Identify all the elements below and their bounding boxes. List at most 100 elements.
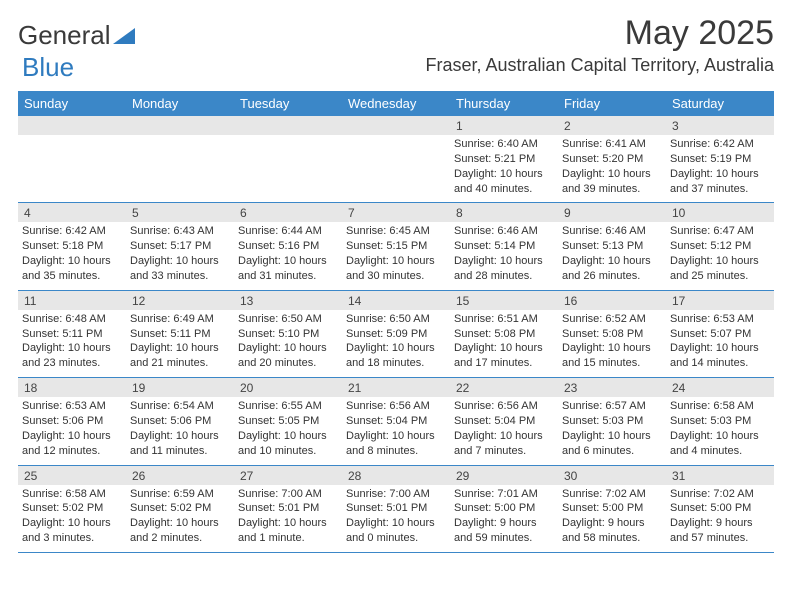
day-number xyxy=(126,116,234,135)
sunrise-text: Sunrise: 7:01 AM xyxy=(454,487,552,502)
calendar-cell: 1Sunrise: 6:40 AMSunset: 5:21 PMDaylight… xyxy=(450,116,558,202)
sunrise-text: Sunrise: 6:56 AM xyxy=(346,399,444,414)
sunrise-text: Sunrise: 6:42 AM xyxy=(22,224,120,239)
cell-body: Sunrise: 6:49 AMSunset: 5:11 PMDaylight:… xyxy=(126,310,234,373)
day-number: 19 xyxy=(126,378,234,397)
calendar-cell xyxy=(18,116,126,202)
sunset-text: Sunset: 5:05 PM xyxy=(238,414,336,429)
sunrise-text: Sunrise: 6:49 AM xyxy=(130,312,228,327)
day-number: 20 xyxy=(234,378,342,397)
calendar-cell: 27Sunrise: 7:00 AMSunset: 5:01 PMDayligh… xyxy=(234,466,342,552)
day-number: 10 xyxy=(666,203,774,222)
day-number: 2 xyxy=(558,116,666,135)
calendar: Sunday Monday Tuesday Wednesday Thursday… xyxy=(18,91,774,553)
logo: General xyxy=(18,20,135,51)
daylight-text: Daylight: 10 hours and 25 minutes. xyxy=(670,254,768,284)
daylight-text: Daylight: 10 hours and 39 minutes. xyxy=(562,167,660,197)
daylight-text: Daylight: 10 hours and 12 minutes. xyxy=(22,429,120,459)
cell-body: Sunrise: 7:00 AMSunset: 5:01 PMDaylight:… xyxy=(234,485,342,548)
sunset-text: Sunset: 5:00 PM xyxy=(454,501,552,516)
day-number: 3 xyxy=(666,116,774,135)
sunset-text: Sunset: 5:02 PM xyxy=(22,501,120,516)
sunrise-text: Sunrise: 6:57 AM xyxy=(562,399,660,414)
week-row: 18Sunrise: 6:53 AMSunset: 5:06 PMDayligh… xyxy=(18,378,774,465)
daylight-text: Daylight: 10 hours and 4 minutes. xyxy=(670,429,768,459)
cell-body: Sunrise: 6:57 AMSunset: 5:03 PMDaylight:… xyxy=(558,397,666,460)
daylight-text: Daylight: 10 hours and 11 minutes. xyxy=(130,429,228,459)
calendar-cell: 4Sunrise: 6:42 AMSunset: 5:18 PMDaylight… xyxy=(18,203,126,289)
day-number: 12 xyxy=(126,291,234,310)
sunrise-text: Sunrise: 6:58 AM xyxy=(670,399,768,414)
sunset-text: Sunset: 5:15 PM xyxy=(346,239,444,254)
sunset-text: Sunset: 5:01 PM xyxy=(238,501,336,516)
day-header: Tuesday xyxy=(234,91,342,116)
calendar-cell: 10Sunrise: 6:47 AMSunset: 5:12 PMDayligh… xyxy=(666,203,774,289)
cell-body: Sunrise: 6:55 AMSunset: 5:05 PMDaylight:… xyxy=(234,397,342,460)
daylight-text: Daylight: 10 hours and 17 minutes. xyxy=(454,341,552,371)
calendar-cell: 20Sunrise: 6:55 AMSunset: 5:05 PMDayligh… xyxy=(234,378,342,464)
sunset-text: Sunset: 5:09 PM xyxy=(346,327,444,342)
day-number: 14 xyxy=(342,291,450,310)
sunset-text: Sunset: 5:11 PM xyxy=(22,327,120,342)
week-row: 25Sunrise: 6:58 AMSunset: 5:02 PMDayligh… xyxy=(18,466,774,553)
week-row: 1Sunrise: 6:40 AMSunset: 5:21 PMDaylight… xyxy=(18,116,774,203)
calendar-cell xyxy=(234,116,342,202)
cell-body: Sunrise: 6:51 AMSunset: 5:08 PMDaylight:… xyxy=(450,310,558,373)
day-number: 23 xyxy=(558,378,666,397)
sunrise-text: Sunrise: 6:56 AM xyxy=(454,399,552,414)
sunset-text: Sunset: 5:21 PM xyxy=(454,152,552,167)
day-number: 31 xyxy=(666,466,774,485)
sunrise-text: Sunrise: 6:43 AM xyxy=(130,224,228,239)
day-number: 28 xyxy=(342,466,450,485)
cell-body: Sunrise: 7:00 AMSunset: 5:01 PMDaylight:… xyxy=(342,485,450,548)
day-number: 1 xyxy=(450,116,558,135)
month-title: May 2025 xyxy=(426,14,774,53)
sunrise-text: Sunrise: 6:48 AM xyxy=(22,312,120,327)
sunrise-text: Sunrise: 6:50 AM xyxy=(238,312,336,327)
sunrise-text: Sunrise: 6:42 AM xyxy=(670,137,768,152)
calendar-cell: 24Sunrise: 6:58 AMSunset: 5:03 PMDayligh… xyxy=(666,378,774,464)
calendar-cell: 30Sunrise: 7:02 AMSunset: 5:00 PMDayligh… xyxy=(558,466,666,552)
sunset-text: Sunset: 5:18 PM xyxy=(22,239,120,254)
daylight-text: Daylight: 10 hours and 21 minutes. xyxy=(130,341,228,371)
daylight-text: Daylight: 10 hours and 0 minutes. xyxy=(346,516,444,546)
cell-body: Sunrise: 6:47 AMSunset: 5:12 PMDaylight:… xyxy=(666,222,774,285)
calendar-cell: 3Sunrise: 6:42 AMSunset: 5:19 PMDaylight… xyxy=(666,116,774,202)
sunset-text: Sunset: 5:04 PM xyxy=(454,414,552,429)
sunset-text: Sunset: 5:01 PM xyxy=(346,501,444,516)
sunset-text: Sunset: 5:20 PM xyxy=(562,152,660,167)
day-header: Saturday xyxy=(666,91,774,116)
sunrise-text: Sunrise: 6:46 AM xyxy=(454,224,552,239)
day-number: 7 xyxy=(342,203,450,222)
sunset-text: Sunset: 5:17 PM xyxy=(130,239,228,254)
daylight-text: Daylight: 10 hours and 23 minutes. xyxy=(22,341,120,371)
sunset-text: Sunset: 5:00 PM xyxy=(562,501,660,516)
calendar-cell: 12Sunrise: 6:49 AMSunset: 5:11 PMDayligh… xyxy=(126,291,234,377)
day-number: 16 xyxy=(558,291,666,310)
cell-body: Sunrise: 6:58 AMSunset: 5:02 PMDaylight:… xyxy=(18,485,126,548)
daylight-text: Daylight: 9 hours and 57 minutes. xyxy=(670,516,768,546)
cell-body: Sunrise: 6:50 AMSunset: 5:09 PMDaylight:… xyxy=(342,310,450,373)
day-headers-row: Sunday Monday Tuesday Wednesday Thursday… xyxy=(18,91,774,116)
cell-body: Sunrise: 6:42 AMSunset: 5:19 PMDaylight:… xyxy=(666,135,774,198)
day-number: 13 xyxy=(234,291,342,310)
cell-body: Sunrise: 7:02 AMSunset: 5:00 PMDaylight:… xyxy=(666,485,774,548)
daylight-text: Daylight: 10 hours and 26 minutes. xyxy=(562,254,660,284)
calendar-cell: 23Sunrise: 6:57 AMSunset: 5:03 PMDayligh… xyxy=(558,378,666,464)
sunrise-text: Sunrise: 6:54 AM xyxy=(130,399,228,414)
sunrise-text: Sunrise: 6:45 AM xyxy=(346,224,444,239)
cell-body: Sunrise: 6:53 AMSunset: 5:06 PMDaylight:… xyxy=(18,397,126,460)
cell-body: Sunrise: 7:01 AMSunset: 5:00 PMDaylight:… xyxy=(450,485,558,548)
cell-body: Sunrise: 6:42 AMSunset: 5:18 PMDaylight:… xyxy=(18,222,126,285)
calendar-cell: 14Sunrise: 6:50 AMSunset: 5:09 PMDayligh… xyxy=(342,291,450,377)
cell-body: Sunrise: 6:56 AMSunset: 5:04 PMDaylight:… xyxy=(342,397,450,460)
day-number: 11 xyxy=(18,291,126,310)
day-number: 30 xyxy=(558,466,666,485)
day-number: 4 xyxy=(18,203,126,222)
day-number: 15 xyxy=(450,291,558,310)
daylight-text: Daylight: 10 hours and 14 minutes. xyxy=(670,341,768,371)
sunset-text: Sunset: 5:10 PM xyxy=(238,327,336,342)
calendar-cell xyxy=(126,116,234,202)
calendar-cell: 17Sunrise: 6:53 AMSunset: 5:07 PMDayligh… xyxy=(666,291,774,377)
cell-body: Sunrise: 6:54 AMSunset: 5:06 PMDaylight:… xyxy=(126,397,234,460)
